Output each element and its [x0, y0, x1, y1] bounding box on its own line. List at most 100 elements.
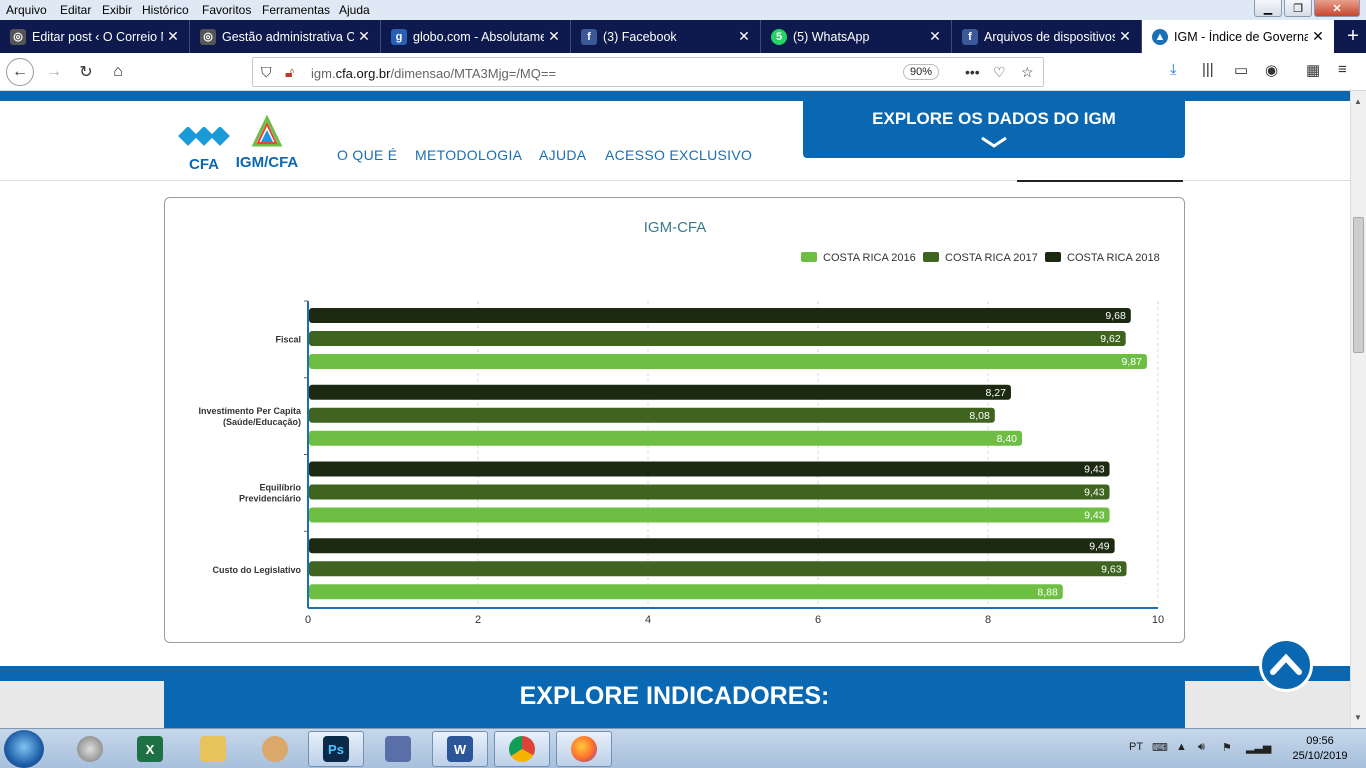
chevron-down-icon	[981, 136, 1007, 148]
navigation-bar: ← → ↻ ⌂ ⛉ 🔓︎ igm.cfa.org.br/dimensao/MTA…	[0, 53, 1366, 91]
taskbar-app-firefox[interactable]	[556, 731, 612, 767]
vertical-scrollbar[interactable]: ▲ ▼	[1350, 91, 1366, 728]
category-label: Fiscal	[275, 335, 301, 345]
taskbar-app-chrome[interactable]	[494, 731, 550, 767]
chrome-alt-icon	[77, 736, 103, 762]
forward-button[interactable]: →	[46, 63, 62, 80]
bar	[309, 354, 1147, 369]
nav-metodologia[interactable]: METODOLOGIA	[415, 147, 523, 163]
scrollbar-thumb[interactable]	[1353, 217, 1364, 353]
action-center-flag-icon[interactable]: ⚑	[1222, 742, 1232, 754]
legend-swatch	[923, 252, 939, 262]
close-tab-icon[interactable]: ✕	[1312, 28, 1324, 44]
url-bar[interactable]: ⛉ 🔓︎ igm.cfa.org.br/dimensao/MTA3Mjg=/MQ…	[252, 57, 1044, 87]
close-tab-icon[interactable]: ✕	[358, 28, 370, 44]
shield-icon[interactable]: ⛉	[261, 64, 272, 80]
svg-text:IGM/CFA: IGM/CFA	[236, 154, 299, 171]
menu-editar[interactable]: Editar	[60, 3, 92, 17]
bar-value-label: 8,40	[997, 433, 1018, 445]
bar-value-label: 8,27	[986, 387, 1007, 399]
minimize-button[interactable]: ▁	[1254, 0, 1282, 17]
home-button[interactable]: ⌂	[113, 63, 123, 80]
menu-favoritos[interactable]: Favoritos	[202, 3, 252, 17]
x-tick-label: 4	[645, 614, 651, 626]
library-icon[interactable]: |||	[1202, 61, 1214, 78]
close-tab-icon[interactable]: ✕	[1119, 28, 1131, 44]
taskbar-app-excel[interactable]: X	[122, 731, 178, 767]
whatsapp-icon: 5	[771, 28, 787, 45]
nav-o-que-e[interactable]: O QUE É	[337, 147, 398, 163]
igm-logo[interactable]: IGM/CFA	[232, 115, 302, 173]
close-tab-icon[interactable]: ✕	[167, 28, 179, 44]
movie-maker-icon	[385, 736, 411, 762]
extensions-icon[interactable]: ▦	[1306, 62, 1321, 79]
bookmark-star-icon[interactable]: ☆	[1021, 64, 1034, 80]
keyboard-icon[interactable]: ⌨	[1152, 742, 1168, 754]
taskbar-app-chrome-alt[interactable]	[62, 731, 118, 767]
explore-data-button[interactable]: EXPLORE OS DADOS DO IGM	[803, 101, 1185, 158]
scroll-up-arrow-icon[interactable]: ▲	[1354, 97, 1362, 106]
menu-ajuda[interactable]: Ajuda	[339, 3, 370, 17]
sidebar-icon[interactable]: ▭	[1234, 62, 1249, 79]
x-tick-label: 10	[1152, 614, 1164, 626]
scroll-to-top-button[interactable]	[1259, 638, 1313, 692]
tab-globo[interactable]: g globo.com - Absolutame ✕	[381, 20, 571, 53]
pocket-icon[interactable]: ♡	[993, 64, 1006, 80]
taskbar-app-word[interactable]: W	[432, 731, 488, 767]
bar	[309, 384, 1011, 400]
taskbar-app-photoshop[interactable]: Ps	[308, 731, 364, 767]
nav-acesso-exclusivo[interactable]: ACESSO EXCLUSIVO	[605, 147, 753, 163]
menu-arquivo[interactable]: Arquivo	[6, 3, 47, 17]
close-window-button[interactable]: ✕	[1314, 0, 1360, 17]
cfa-logo[interactable]: CFA	[178, 127, 230, 173]
tab-label: (3) Facebook	[603, 29, 677, 44]
maximize-button[interactable]: ❐	[1284, 0, 1312, 17]
close-tab-icon[interactable]: ✕	[929, 28, 941, 44]
explorer-icon	[200, 736, 226, 762]
tab-igm[interactable]: ▲ IGM - Índice de Governa ✕	[1142, 20, 1334, 53]
reload-button[interactable]: ↻	[79, 64, 93, 81]
bar	[309, 484, 1110, 500]
legend-label: COSTA RICA 2016	[823, 252, 916, 264]
taskbar-app-explorer[interactable]	[185, 731, 241, 767]
x-tick-label: 0	[305, 614, 311, 626]
language-indicator[interactable]: PT	[1129, 741, 1144, 753]
page-actions-icon[interactable]: •••	[965, 64, 980, 80]
tab-facebook[interactable]: f (3) Facebook ✕	[571, 20, 761, 53]
volume-icon[interactable]: 🔊︎	[1198, 741, 1205, 753]
paint-icon	[262, 736, 288, 762]
wordpress-icon: ◎	[200, 28, 216, 45]
tab-editar-post[interactable]: ◎ Editar post ‹ O Correio N ✕	[0, 20, 190, 53]
close-tab-icon[interactable]: ✕	[738, 28, 750, 44]
insecure-lock-icon[interactable]: 🔓︎	[285, 64, 295, 80]
zoom-indicator[interactable]: 90%	[903, 64, 940, 80]
url-text[interactable]: igm.cfa.org.br/dimensao/MTA3Mjg=/MQ==	[311, 66, 557, 81]
chevron-up-icon	[1270, 653, 1302, 675]
start-button[interactable]	[4, 730, 44, 768]
tab-gestao[interactable]: ◎ Gestão administrativa CF ✕	[190, 20, 381, 53]
menu-exibir[interactable]: Exibir	[102, 3, 133, 17]
bar-chart: IGM-CFA COSTA RICA 2016 COSTA RICA 2017 COS…	[198, 219, 1164, 626]
menu-ferramentas[interactable]: Ferramentas	[262, 3, 331, 17]
tab-arquivos[interactable]: f Arquivos de dispositivos ✕	[952, 20, 1142, 53]
tab-whatsapp[interactable]: 5 (5) WhatsApp ✕	[761, 20, 952, 53]
scroll-down-arrow-icon[interactable]: ▼	[1354, 713, 1362, 722]
legend-label: COSTA RICA 2017	[945, 252, 1038, 264]
menu-historico[interactable]: Histórico	[142, 3, 189, 17]
tab-label: Editar post ‹ O Correio N	[32, 29, 163, 44]
back-button[interactable]: ←	[6, 58, 34, 86]
nav-ajuda[interactable]: AJUDA	[539, 147, 587, 163]
show-hidden-icons-icon[interactable]: ▲	[1176, 741, 1187, 753]
new-tab-button[interactable]: +	[1347, 25, 1359, 47]
network-icon[interactable]: ▂▃▅	[1246, 742, 1272, 754]
taskbar-app-paint[interactable]	[247, 731, 303, 767]
taskbar-app-movie-maker[interactable]	[370, 731, 426, 767]
bar	[309, 561, 1127, 577]
download-icon[interactable]: ⤓	[1170, 61, 1177, 78]
tab-label: Arquivos de dispositivos	[984, 29, 1115, 44]
clock[interactable]: 09:56 25/10/2019	[1284, 734, 1356, 764]
close-tab-icon[interactable]: ✕	[548, 28, 560, 44]
hamburger-menu-icon[interactable]: ≡	[1338, 61, 1347, 78]
bar-value-label: 9,43	[1084, 464, 1105, 476]
account-icon[interactable]: ◉	[1265, 62, 1279, 79]
